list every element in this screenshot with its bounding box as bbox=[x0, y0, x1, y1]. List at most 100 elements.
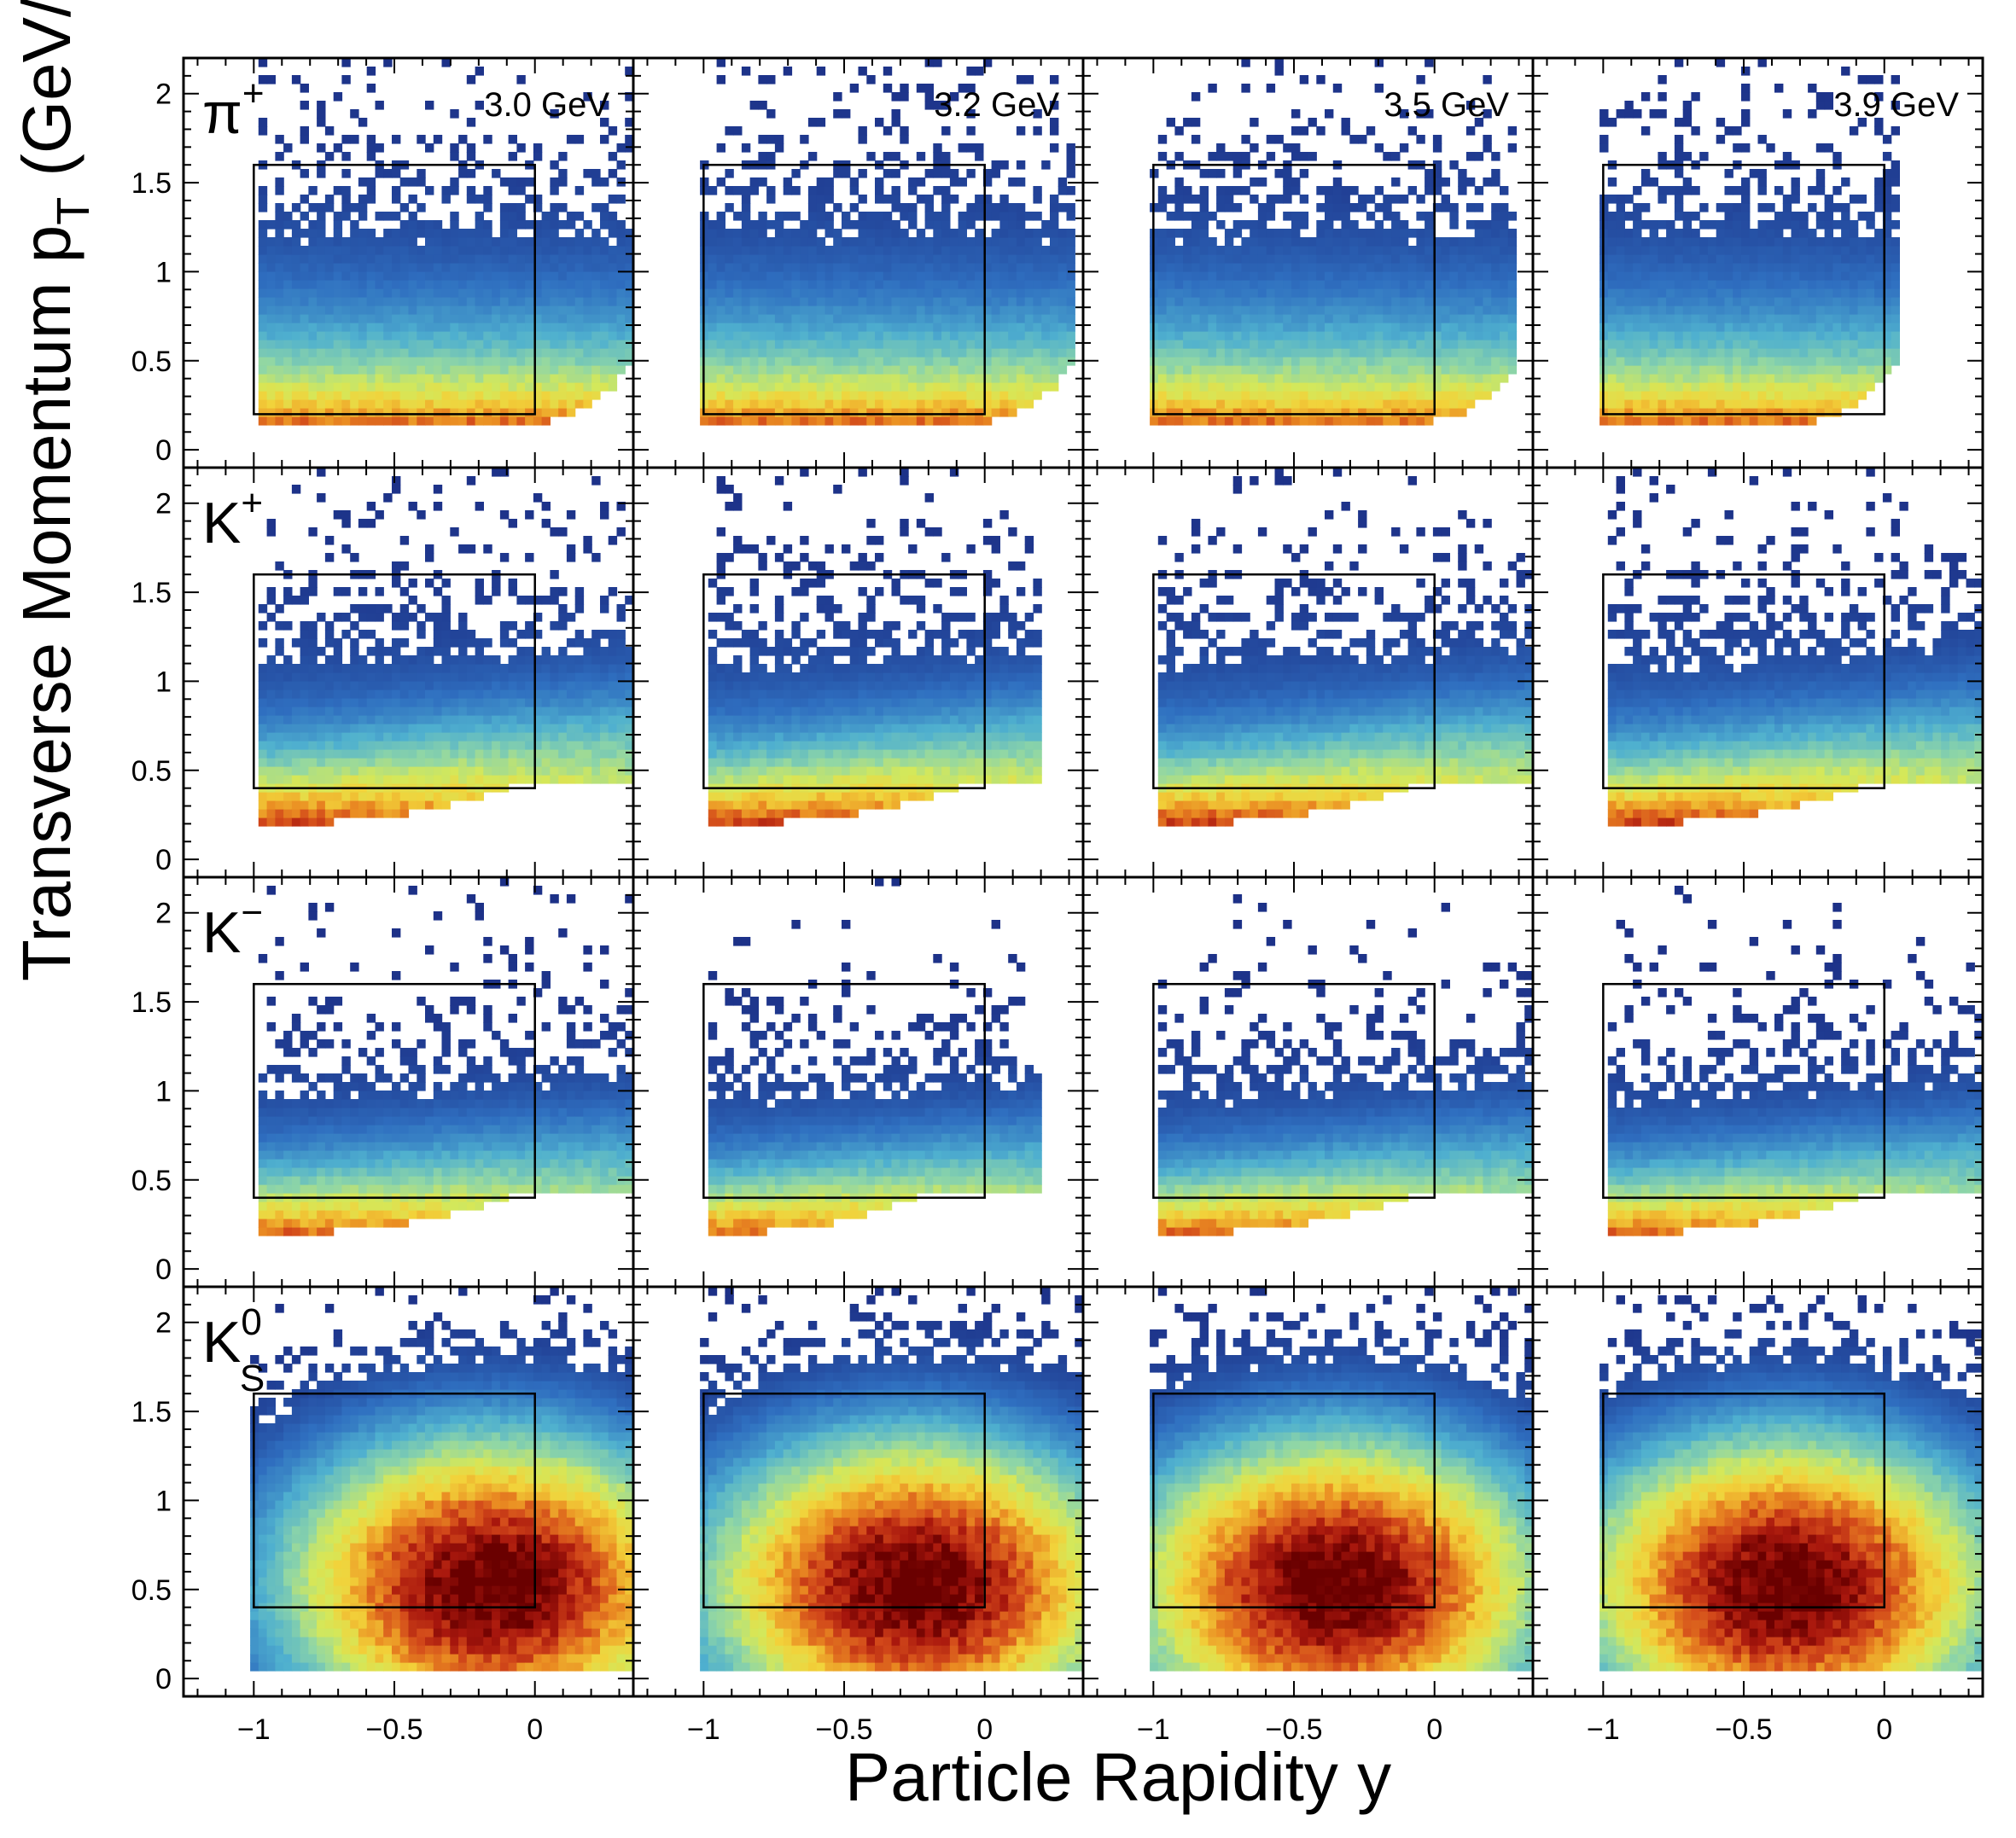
heatmap-cell bbox=[1008, 177, 1017, 187]
heatmap-cell bbox=[1741, 212, 1751, 221]
heatmap-cell bbox=[1366, 246, 1376, 255]
heatmap-cell bbox=[1358, 391, 1367, 400]
heatmap-cell bbox=[1658, 220, 1667, 230]
heatmap-cell bbox=[924, 288, 934, 298]
heatmap-cell bbox=[883, 399, 893, 409]
heatmap-cell bbox=[466, 314, 476, 323]
heatmap-cell bbox=[908, 314, 918, 323]
heatmap-cell bbox=[1407, 288, 1417, 298]
heatmap-cell bbox=[1050, 203, 1059, 212]
heatmap-cell bbox=[1358, 288, 1367, 298]
heatmap-cell bbox=[1849, 305, 1859, 315]
heatmap-cell bbox=[1299, 297, 1309, 306]
heatmap-cell bbox=[1407, 280, 1417, 289]
heatmap-cell bbox=[466, 280, 476, 289]
heatmap-cell bbox=[1399, 416, 1409, 426]
heatmap-cell bbox=[591, 280, 601, 289]
heatmap-cell bbox=[1449, 382, 1459, 392]
heatmap-cell bbox=[1749, 280, 1759, 289]
heatmap-cell bbox=[783, 416, 793, 426]
heatmap-cell bbox=[807, 254, 818, 264]
heatmap-cell bbox=[258, 305, 268, 315]
heatmap-cell bbox=[749, 229, 759, 238]
heatmap-cell bbox=[1425, 237, 1434, 247]
heatmap-cell bbox=[1474, 323, 1484, 332]
heatmap-cell bbox=[466, 195, 476, 204]
heatmap-cell bbox=[475, 357, 484, 366]
heatmap-cell bbox=[1407, 246, 1417, 255]
heatmap-cell bbox=[1432, 382, 1442, 392]
heatmap-cell bbox=[425, 246, 434, 255]
heatmap-cell bbox=[1808, 365, 1817, 375]
heatmap-cell bbox=[324, 323, 335, 332]
heatmap-cell bbox=[1291, 288, 1301, 298]
heatmap-cell bbox=[842, 357, 851, 366]
heatmap-cell bbox=[1341, 416, 1350, 426]
heatmap-cell bbox=[308, 340, 318, 349]
heatmap-cell bbox=[1782, 237, 1792, 247]
heatmap-cell bbox=[1658, 263, 1667, 272]
heatmap-cell bbox=[1757, 314, 1767, 323]
heatmap-cell bbox=[725, 374, 734, 383]
heatmap-cell bbox=[1799, 323, 1809, 332]
heatmap-cell bbox=[807, 323, 818, 332]
heatmap-cell bbox=[1474, 288, 1484, 298]
heatmap-cell bbox=[308, 229, 318, 238]
heatmap-cell bbox=[816, 246, 826, 255]
heatmap-cell bbox=[583, 365, 592, 375]
heatmap-cell bbox=[317, 399, 326, 409]
heatmap-cell bbox=[1299, 280, 1309, 289]
heatmap-cell bbox=[1432, 246, 1442, 255]
heatmap-cell bbox=[300, 357, 309, 366]
heatmap-cell bbox=[1283, 186, 1292, 195]
heatmap-cell bbox=[975, 195, 984, 204]
heatmap-cell bbox=[933, 416, 942, 426]
heatmap-cell bbox=[933, 271, 942, 281]
heatmap-cell bbox=[1483, 177, 1492, 187]
heatmap-cell bbox=[450, 357, 459, 366]
heatmap-cell bbox=[358, 408, 368, 417]
heatmap-cell bbox=[1332, 229, 1343, 238]
heatmap-cell bbox=[1832, 237, 1842, 247]
heatmap-cell bbox=[1266, 391, 1276, 400]
heatmap-cell bbox=[725, 340, 734, 349]
heatmap-cell bbox=[941, 254, 951, 264]
heatmap-cell bbox=[1283, 246, 1292, 255]
heatmap-cell bbox=[1791, 357, 1800, 366]
heatmap-cell bbox=[1699, 254, 1709, 264]
heatmap-cell bbox=[1041, 348, 1051, 358]
heatmap-cell bbox=[258, 348, 268, 358]
heatmap-cell bbox=[258, 792, 268, 801]
heatmap-cell bbox=[266, 323, 276, 332]
heatmap-cell bbox=[341, 314, 351, 323]
heatmap-cell bbox=[741, 382, 751, 392]
heatmap-cell bbox=[1774, 237, 1784, 247]
heatmap-cell bbox=[1283, 195, 1292, 204]
heatmap-cell bbox=[392, 212, 401, 221]
heatmap-cell bbox=[1216, 271, 1226, 281]
heatmap-cell bbox=[1724, 357, 1733, 366]
heatmap-cell bbox=[383, 58, 393, 67]
heatmap-cell bbox=[1241, 314, 1250, 323]
heatmap-cell bbox=[1815, 237, 1826, 247]
heatmap-cell bbox=[1874, 323, 1884, 332]
heatmap-cell bbox=[392, 323, 401, 332]
heatmap-cell bbox=[550, 382, 559, 392]
heatmap-cell bbox=[858, 220, 867, 230]
heatmap-cell bbox=[1633, 314, 1642, 323]
heatmap-cell bbox=[1316, 348, 1326, 358]
heatmap-cell bbox=[975, 399, 984, 409]
heatmap-cell bbox=[908, 357, 918, 366]
heatmap-cell bbox=[1358, 331, 1367, 340]
heatmap-cell bbox=[466, 331, 476, 340]
heatmap-cell bbox=[966, 220, 976, 230]
heatmap-cell bbox=[433, 280, 443, 289]
heatmap-cell bbox=[1724, 254, 1733, 264]
heatmap-cell bbox=[1616, 331, 1625, 340]
heatmap-cell bbox=[1624, 271, 1634, 281]
heatmap-cell bbox=[858, 229, 867, 238]
heatmap-cell bbox=[1824, 212, 1833, 221]
heatmap-cell bbox=[266, 331, 276, 340]
heatmap-cell bbox=[308, 297, 318, 306]
heatmap-cell bbox=[1299, 348, 1309, 358]
